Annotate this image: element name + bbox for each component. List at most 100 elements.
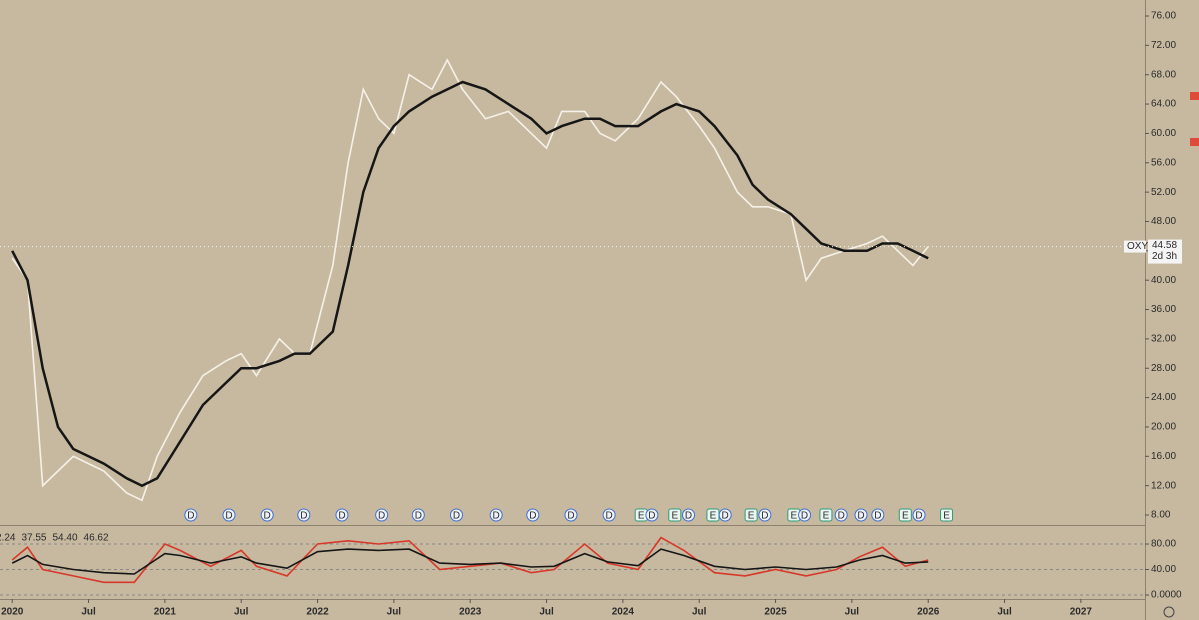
dividend-marker	[184, 508, 198, 522]
dividend-marker	[335, 508, 349, 522]
event-label: E	[823, 511, 830, 522]
x-tick-label: Jul	[997, 607, 1012, 618]
y-tick-label: 64.00	[1151, 99, 1176, 110]
y-tick-label: 48.00	[1151, 216, 1176, 227]
y-tick-label: 40.00	[1151, 564, 1176, 575]
y-tick-label: 32.00	[1151, 334, 1176, 345]
y-tick-label: 0.0000	[1151, 590, 1182, 601]
x-tick-label: Jul	[387, 607, 402, 618]
dividend-marker	[449, 508, 463, 522]
y-tick-label: 76.00	[1151, 11, 1176, 22]
dividend-marker	[602, 508, 616, 522]
x-tick-label: Jul	[692, 607, 707, 618]
event-label: D	[264, 511, 271, 522]
event-label: E	[902, 511, 909, 522]
y-tick-label: 80.00	[1151, 539, 1176, 550]
y-tick-label: 24.00	[1151, 392, 1176, 403]
dividend-marker	[260, 508, 274, 522]
event-label: D	[493, 511, 500, 522]
settings-icon[interactable]	[1163, 606, 1175, 618]
x-tick-label: 2027	[1070, 607, 1093, 618]
price-box	[1148, 239, 1182, 264]
symbol-box	[1124, 240, 1146, 253]
dividend-marker	[798, 508, 812, 522]
x-tick-label: 2022	[306, 607, 329, 618]
legend-value: 46.62	[84, 533, 109, 544]
event-label: E	[710, 511, 717, 522]
event-label: D	[567, 511, 574, 522]
event-label: D	[529, 511, 536, 522]
legend-value: 37.55	[21, 533, 46, 544]
dividend-marker	[758, 508, 772, 522]
earnings-marker	[819, 508, 833, 522]
event-label: D	[415, 511, 422, 522]
alert-flag	[1190, 138, 1199, 146]
event-label: D	[225, 511, 232, 522]
event-label: D	[187, 511, 194, 522]
dividend-marker	[297, 508, 311, 522]
event-label: D	[838, 511, 845, 522]
x-tick-label: 2020	[1, 607, 24, 618]
dividend-marker	[564, 508, 578, 522]
dividend-marker	[834, 508, 848, 522]
price-label: 44.58	[1152, 240, 1177, 251]
x-tick-label: 2026	[917, 607, 940, 618]
y-tick-label: 28.00	[1151, 363, 1176, 374]
dividend-marker	[411, 508, 425, 522]
event-label: D	[378, 511, 385, 522]
x-tick-label: 2025	[764, 607, 787, 618]
series-line	[11, 536, 929, 584]
dividend-marker	[718, 508, 732, 522]
dividend-marker	[645, 508, 659, 522]
event-label: D	[915, 511, 922, 522]
y-tick-label: 8.00	[1151, 510, 1171, 521]
x-tick-label: 2023	[459, 607, 482, 618]
event-label: E	[671, 511, 678, 522]
dividend-marker	[682, 508, 696, 522]
event-label: D	[338, 511, 345, 522]
dividend-marker	[526, 508, 540, 522]
event-label: E	[748, 511, 755, 522]
legend-value: 2.24	[0, 533, 16, 544]
dividend-marker	[375, 508, 389, 522]
earnings-marker	[668, 508, 682, 522]
dividend-marker	[222, 508, 236, 522]
y-tick-label: 20.00	[1151, 422, 1176, 433]
y-tick-label: 40.00	[1151, 275, 1176, 286]
event-label: D	[300, 511, 307, 522]
alert-flag	[1190, 92, 1199, 100]
x-tick-label: Jul	[81, 607, 96, 618]
event-label: D	[606, 511, 613, 522]
x-tick-label: Jul	[845, 607, 860, 618]
y-tick-label: 36.00	[1151, 304, 1176, 315]
event-label: E	[638, 511, 645, 522]
event-label: D	[722, 511, 729, 522]
event-label: D	[801, 511, 808, 522]
x-tick-label: 2021	[154, 607, 177, 618]
y-tick-label: 56.00	[1151, 157, 1176, 168]
dividend-marker	[871, 508, 885, 522]
event-label: D	[648, 511, 655, 522]
earnings-marker	[940, 508, 954, 522]
y-tick-label: 12.00	[1151, 480, 1176, 491]
event-label: D	[761, 511, 768, 522]
x-tick-label: Jul	[234, 607, 249, 618]
event-label: D	[857, 511, 864, 522]
event-label: D	[685, 511, 692, 522]
event-label: E	[943, 511, 950, 522]
series-line	[11, 80, 929, 488]
dividend-marker	[489, 508, 503, 522]
dividend-marker	[854, 508, 868, 522]
y-tick-label: 52.00	[1151, 187, 1176, 198]
y-tick-label: 16.00	[1151, 451, 1176, 462]
event-label: D	[453, 511, 460, 522]
event-label: D	[874, 511, 881, 522]
symbol-label: OXY	[1127, 241, 1148, 252]
series-line	[11, 58, 929, 502]
y-tick-label: 68.00	[1151, 69, 1176, 80]
dividend-marker	[912, 508, 926, 522]
countdown-label: 2d 3h	[1152, 251, 1177, 262]
y-tick-label: 72.00	[1151, 40, 1176, 51]
